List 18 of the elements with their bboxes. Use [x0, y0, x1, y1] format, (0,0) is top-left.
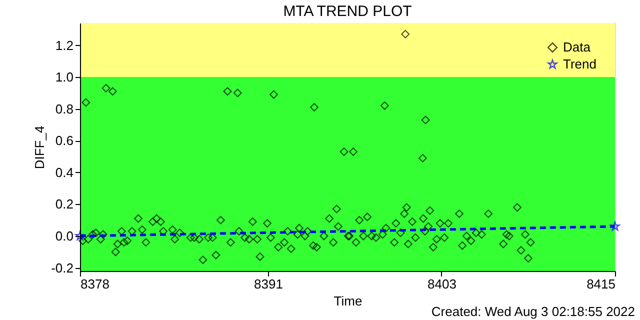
x-tick-label: 8415 — [586, 276, 616, 292]
y-tick-label: 0.8 — [55, 101, 74, 116]
legend-label: Data — [563, 40, 592, 54]
y-tick-label: 0.4 — [55, 164, 74, 180]
x-axis-title: Time — [334, 294, 362, 308]
x-tick-label: 8391 — [254, 276, 283, 292]
y-axis-title: DIFF_4 — [32, 126, 48, 170]
y-tick-label: 1.0 — [55, 70, 74, 85]
x-tick-label: 8403 — [428, 276, 456, 292]
chart-title: MTA TREND PLOT — [283, 3, 412, 20]
y-tick-label: 1.2 — [55, 38, 74, 53]
legend-label: Trend — [563, 56, 596, 72]
x-tick-label: 8378 — [80, 276, 110, 292]
y-tick-label: 0.6 — [55, 133, 74, 148]
text: Created: Wed Aug 3 02:18:55 2022 — [431, 304, 635, 319]
y-tick-label: -0.2 — [51, 260, 74, 276]
y-tick-label: 0.0 — [55, 228, 74, 244]
y-tick-label: 0.2 — [55, 196, 74, 212]
